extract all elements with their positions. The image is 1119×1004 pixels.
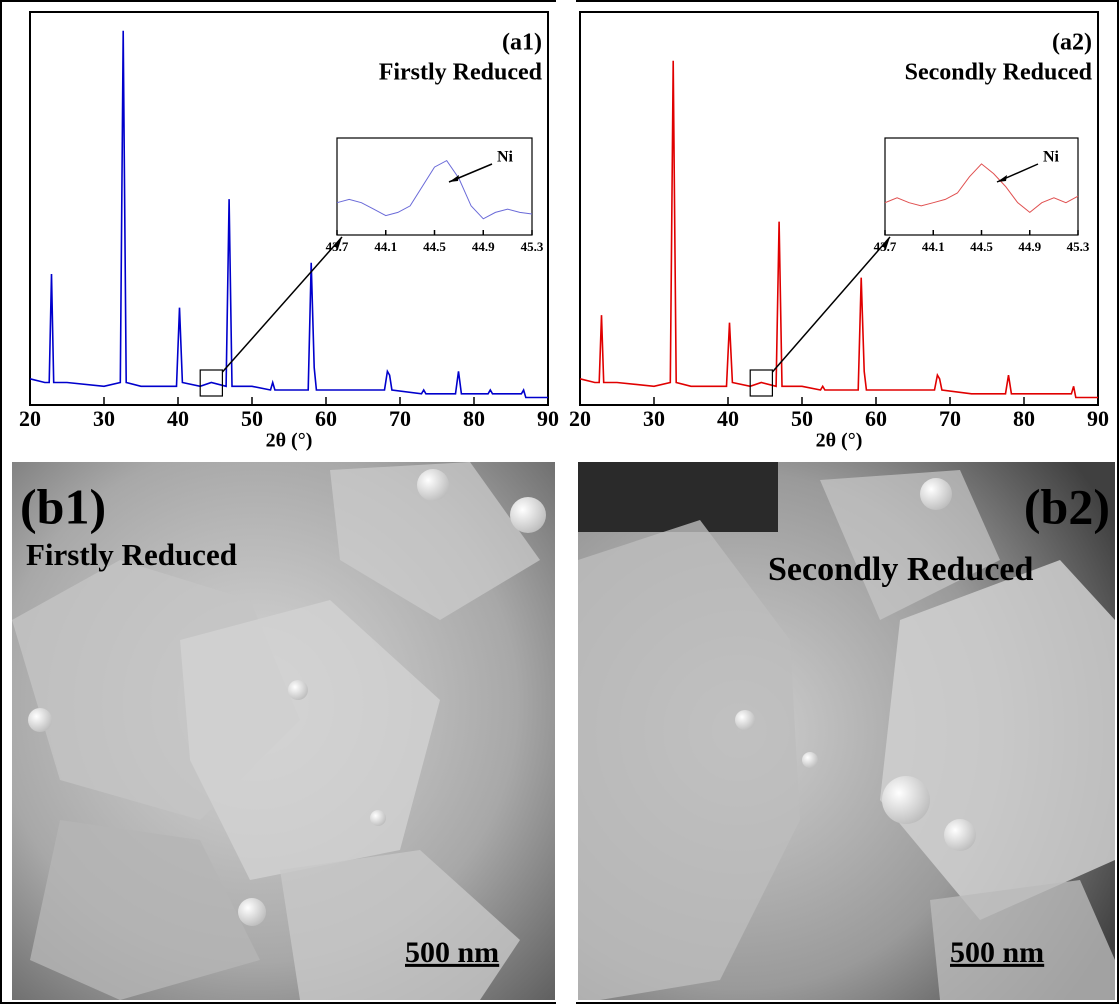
x-tick-label: 45.3 [521, 239, 544, 254]
x-tick-label: 30 [643, 406, 665, 431]
x-tick-label: 20 [19, 406, 41, 431]
panel-label: (a2) [1052, 30, 1092, 56]
x-tick-label: 45.3 [1067, 239, 1090, 254]
zoom-arrow [221, 236, 343, 373]
inset-frame [336, 137, 533, 236]
x-tick-label: 30 [93, 406, 115, 431]
x-tick-label: 43.7 [326, 239, 349, 254]
panel-label: (b1) [20, 478, 106, 534]
zoom-box [749, 369, 774, 397]
x-tick-label: 80 [1013, 406, 1035, 431]
arrow-head [334, 237, 342, 249]
x-tick-label: 44.9 [1018, 239, 1041, 254]
data-line [29, 30, 548, 399]
panel-label: (b2) [1024, 478, 1110, 534]
x-tick-label: 44.9 [472, 239, 495, 254]
x-axis-label: 2θ (°) [816, 430, 863, 452]
data-line [336, 159, 533, 220]
x-tick-label: 20 [569, 406, 591, 431]
x-tick-label: 60 [315, 406, 337, 431]
data-line [884, 163, 1079, 214]
x-tick-label: 60 [865, 406, 887, 431]
x-tick-label: 50 [791, 406, 813, 431]
arrow-head [449, 175, 459, 182]
x-tick-label: 44.1 [922, 239, 945, 254]
scale-bar: 500 nm [405, 936, 499, 969]
annotation: Ni [497, 149, 514, 166]
image-caption: Firstly Reduced [26, 537, 237, 572]
panel-label: (a1) [502, 30, 542, 56]
x-tick-label: 50 [241, 406, 263, 431]
zoom-arrow [771, 236, 891, 373]
annotation: Ni [1043, 149, 1060, 166]
arrow-head [882, 237, 890, 249]
x-tick-label: 70 [389, 406, 411, 431]
x-axis-label: 2θ (°) [266, 430, 313, 452]
chart-title: Firstly Reduced [379, 60, 543, 86]
data-line [579, 60, 1098, 399]
x-tick-label: 40 [167, 406, 189, 431]
x-tick-label: 90 [537, 406, 559, 431]
x-tick-label: 44.5 [423, 239, 446, 254]
x-tick-label: 80 [463, 406, 485, 431]
x-tick-label: 43.7 [874, 239, 897, 254]
sem-image: (b1) Firstly Reduced 500 nm [12, 462, 555, 1000]
scale-bar: 500 nm [950, 936, 1044, 969]
x-tick-label: 40 [717, 406, 739, 431]
zoom-box [199, 369, 223, 397]
inset-frame [884, 137, 1079, 236]
x-tick-label: 44.5 [970, 239, 993, 254]
x-tick-label: 70 [939, 406, 961, 431]
chart-title: Secondly Reduced [905, 60, 1093, 86]
arrow-head [997, 175, 1007, 182]
sem-image: (b2) Secondly Reduced 500 nm [578, 462, 1115, 1000]
x-tick-label: 90 [1087, 406, 1109, 431]
image-caption: Secondly Reduced [768, 551, 1034, 588]
x-tick-label: 44.1 [374, 239, 397, 254]
